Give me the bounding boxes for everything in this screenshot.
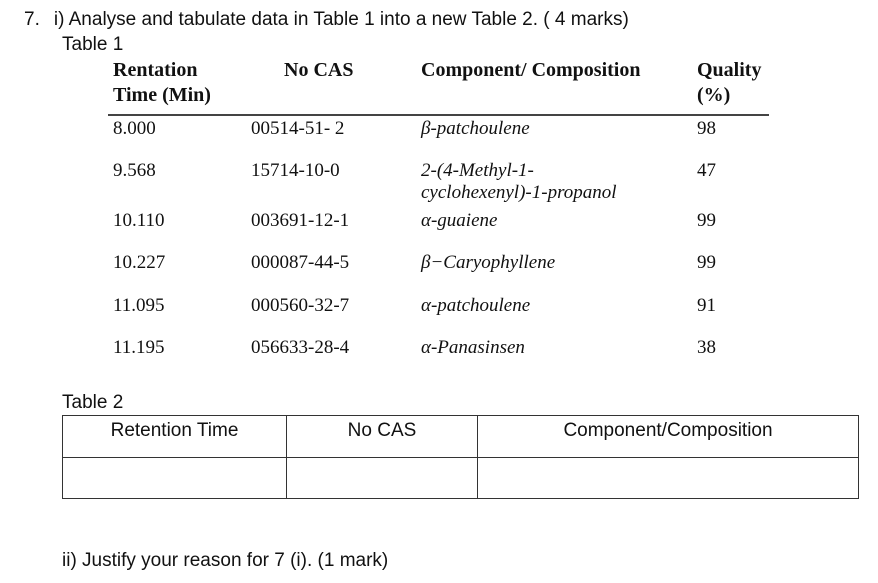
question-part-ii: ii) Justify your reason for 7 (i). (1 ma…: [62, 550, 389, 571]
row-component: α-Panasinsen: [421, 337, 525, 358]
row-retention-time: 10.110: [113, 210, 165, 231]
table1-header-rule: [108, 114, 769, 116]
row-component: α-patchoulene: [421, 295, 531, 316]
row-quality: 47: [697, 160, 716, 181]
table2-header-row: Retention Time No CAS Component/Composit…: [62, 415, 859, 458]
row-quality: 99: [697, 252, 716, 273]
row-quality: 99: [697, 210, 716, 231]
question-number: 7.: [24, 9, 40, 30]
row-quality: 38: [697, 337, 716, 358]
row-cas: 000087-44-5: [251, 252, 350, 273]
row-component: 2-(4-Methyl-1- cyclohexenyl)-1-propanol: [421, 160, 617, 203]
table2-empty-row: [62, 457, 859, 499]
row-retention-time: 9.568: [113, 160, 156, 181]
question-prompt: 7. i) Analyse and tabulate data in Table …: [24, 9, 629, 31]
row-cas: 00514-51- 2: [251, 118, 345, 139]
table2-header-component: Component/Composition: [477, 415, 859, 458]
row-cas: 000560-32-7: [251, 295, 350, 316]
table2: Retention Time No CAS Component/Composit…: [62, 415, 859, 499]
row-quality: 91: [697, 295, 716, 316]
row-cas: 056633-28-4: [251, 337, 350, 358]
row-component: β−Caryophyllene: [421, 252, 556, 273]
row-cas: 15714-10-0: [251, 160, 340, 181]
table2-cell-cas[interactable]: [286, 457, 478, 499]
row-retention-time: 10.227: [113, 252, 166, 273]
table2-title: Table 2: [62, 392, 124, 413]
row-quality: 98: [697, 118, 716, 139]
table1-header-component: Component/ Composition: [421, 59, 641, 81]
table1-title: Table 1: [62, 34, 124, 55]
table1-header-cas: No CAS: [284, 59, 354, 81]
row-retention-time: 11.095: [113, 295, 165, 316]
row-cas: 003691-12-1: [251, 210, 350, 231]
table1-header-quality: Quality (%): [697, 59, 762, 106]
table2-cell-component[interactable]: [477, 457, 859, 499]
row-retention-time: 8.000: [113, 118, 156, 139]
table2-header-cas: No CAS: [286, 415, 478, 458]
table2-cell-retention[interactable]: [62, 457, 287, 499]
row-component: β-patchoulene: [421, 118, 530, 139]
question-part-i: i) Analyse and tabulate data in Table 1 …: [53, 9, 629, 30]
row-retention-time: 11.195: [113, 337, 165, 358]
row-component: α-guaiene: [421, 210, 498, 231]
table1-header-retention: Rentation Time (Min): [113, 59, 211, 106]
table2-header-retention: Retention Time: [62, 415, 287, 458]
